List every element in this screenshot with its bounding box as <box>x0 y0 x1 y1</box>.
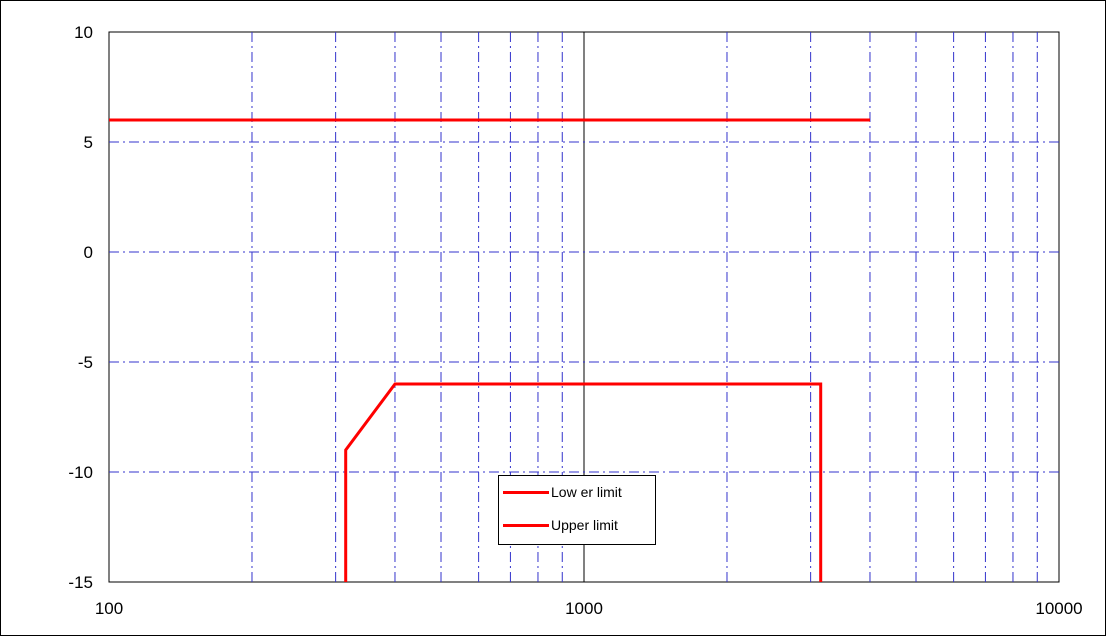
x-tick-label: 1000 <box>565 599 603 618</box>
legend-label-lower: Low er limit <box>551 484 622 500</box>
grid-layer <box>109 32 1059 582</box>
series-layer <box>109 118 870 582</box>
y-tick-label: 5 <box>84 133 93 152</box>
series-line-0 <box>344 382 823 582</box>
x-tick-label: 10000 <box>1035 599 1082 618</box>
x-tick-labels: 100 1000 10000 <box>95 599 1083 618</box>
legend-swatch-upper <box>503 523 549 527</box>
x-tick-label: 100 <box>95 599 123 618</box>
legend-swatch-lower <box>503 490 549 494</box>
y-tick-label: 0 <box>84 243 93 262</box>
y-tick-label: -10 <box>68 463 93 482</box>
legend-label-upper: Upper limit <box>551 517 618 533</box>
legend-item-upper: Upper limit <box>503 515 618 535</box>
y-tick-label: -5 <box>78 353 93 372</box>
legend-item-lower: Low er limit <box>503 482 622 502</box>
y-tick-label: 10 <box>74 23 93 42</box>
y-tick-label: -15 <box>68 573 93 592</box>
legend: Low er limit Upper limit <box>498 475 656 545</box>
y-tick-labels: 10 5 0 -5 -10 -15 <box>68 23 93 592</box>
